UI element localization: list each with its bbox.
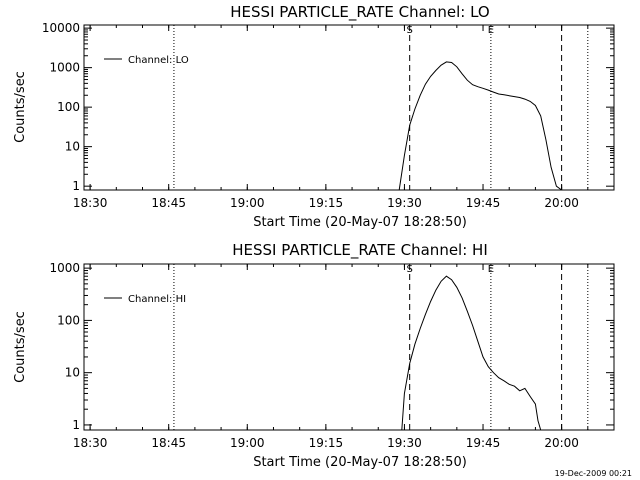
chart-title: HESSI PARTICLE_RATE Channel: LO <box>230 3 489 22</box>
plot-frame <box>83 24 615 191</box>
x-tick-label: 19:30 <box>387 436 422 450</box>
y-tick-label: 10 <box>65 366 80 380</box>
marker-label: E <box>488 264 494 275</box>
legend-label: Channel: HI <box>128 294 186 305</box>
x-tick-label: 19:00 <box>230 436 265 450</box>
x-tick-label: 18:30 <box>73 436 108 450</box>
y-tick-label: 100 <box>57 100 80 114</box>
marker-label: E <box>488 25 494 36</box>
x-tick-label: 19:15 <box>309 436 344 450</box>
dynamic-layer: 18:30 18:45 19:00 19:15 19:30 19:45 20:00 1 10 10… <box>49 261 615 450</box>
x-tick-label: 18:30 <box>73 196 108 210</box>
y-tick-label: 100 <box>57 313 80 327</box>
legend-label: Channel: LO <box>128 55 189 66</box>
series-line <box>398 61 562 191</box>
y-tick-label: 1000 <box>49 61 80 75</box>
dynamic-layer: 18:30 18:45 19:00 19:15 19:30 19:45 20:00 1 10 10… <box>42 21 615 210</box>
y-tick-label: 10 <box>65 140 80 154</box>
series-line <box>401 275 542 431</box>
x-tick-label: 18:45 <box>151 436 186 450</box>
marker-label: S <box>407 25 413 36</box>
x-tick-label: 18:45 <box>151 196 186 210</box>
x-tick-label: 19:15 <box>309 196 344 210</box>
y-tick-label: 1000 <box>49 261 80 275</box>
x-tick-label: 20:00 <box>544 436 579 450</box>
x-tick-label: 19:45 <box>466 196 501 210</box>
chart-title: HESSI PARTICLE_RATE Channel: HI <box>232 241 488 260</box>
y-axis-label: Counts/sec <box>13 311 28 383</box>
y-axis-label: Counts/sec <box>13 71 28 143</box>
x-axis-label: Start Time (20-May-07 18:28:50) <box>253 455 467 470</box>
y-tick-label: 10000 <box>42 21 80 35</box>
marker-label: S <box>407 264 413 275</box>
x-tick-label: 19:45 <box>466 436 501 450</box>
x-tick-label: 19:30 <box>387 196 422 210</box>
x-axis-label: Start Time (20-May-07 18:28:50) <box>253 215 467 230</box>
x-tick-label: 19:00 <box>230 196 265 210</box>
x-tick-label: 20:00 <box>544 196 579 210</box>
plot-frame <box>83 263 615 431</box>
panel-lo: HESSI PARTICLE_RATE Channel: LO Counts/s… <box>13 3 615 230</box>
panel-hi: HESSI PARTICLE_RATE Channel: HI Counts/s… <box>13 241 615 470</box>
y-tick-label: 1 <box>72 418 80 432</box>
timestamp-footer: 19-Dec-2009 00:21 <box>554 469 632 478</box>
y-tick-label: 1 <box>72 179 80 193</box>
